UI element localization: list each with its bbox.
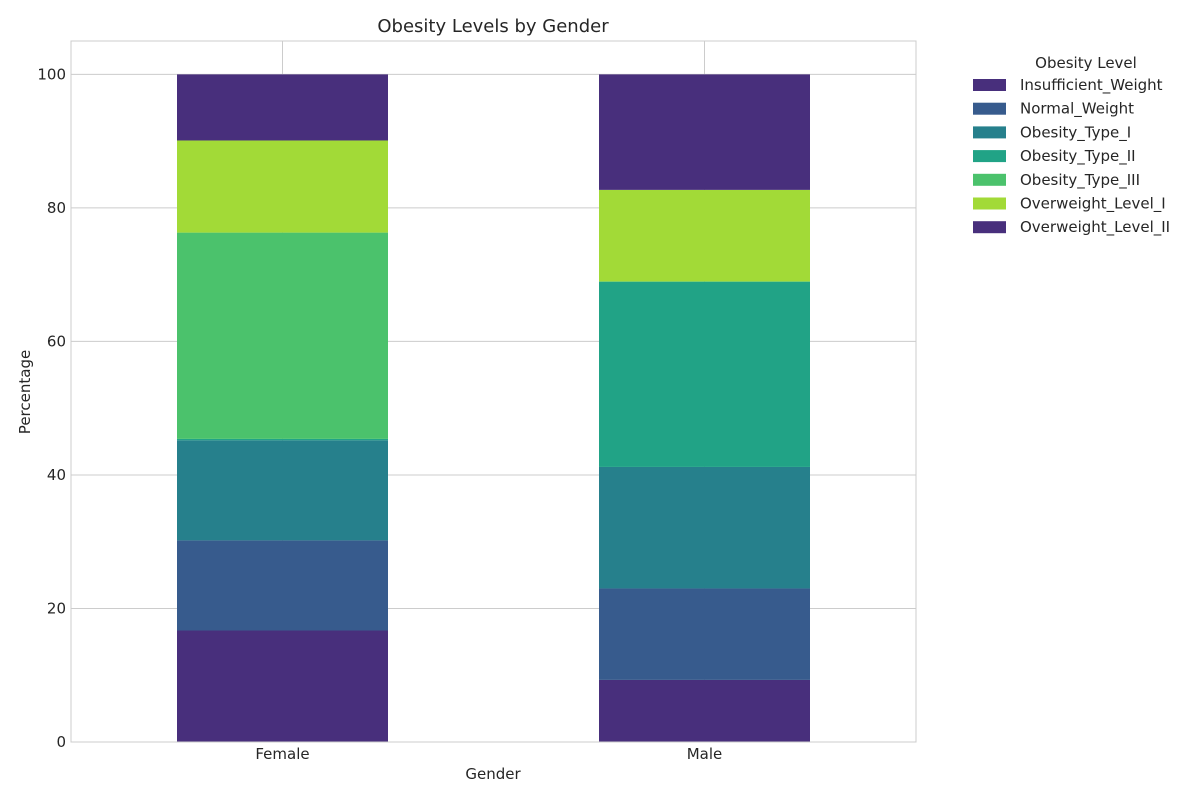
chart-title: Obesity Levels by Gender: [377, 16, 609, 37]
bars: [177, 74, 810, 742]
bar-segment-female-obesity-type-iii: [177, 232, 388, 439]
legend-label-normal-weight: Normal_Weight: [1020, 100, 1134, 119]
x-tick-label-female: Female: [255, 745, 309, 763]
bar-segment-male-overweight-level-ii: [599, 74, 810, 190]
legend-label-obesity-type-i: Obesity_Type_I: [1020, 123, 1131, 142]
legend-swatch-obesity-type-i: [973, 126, 1006, 139]
x-axis-ticks: Female Male: [255, 745, 722, 763]
x-axis-label: Gender: [465, 765, 521, 783]
legend-swatch-overweight-level-i: [973, 197, 1006, 210]
bar-segment-male-insufficient-weight: [599, 679, 810, 742]
bar-segment-female-overweight-level-i: [177, 140, 388, 233]
plot-frame: [70, 40, 917, 743]
bar-segment-male-overweight-level-i: [599, 189, 810, 282]
bar-segment-female-insufficient-weight: [177, 630, 388, 742]
legend-label-obesity-type-ii: Obesity_Type_II: [1020, 147, 1136, 166]
y-tick-label: 0: [56, 733, 66, 751]
x-tick-label-male: Male: [687, 745, 723, 763]
legend-title: Obesity Level: [1035, 54, 1137, 72]
legend-label-overweight-level-ii: Overweight_Level_II: [1020, 218, 1170, 237]
y-tick-label: 40: [47, 466, 66, 484]
bar-segment-female-overweight-level-ii: [177, 74, 388, 141]
legend-swatch-insufficient-weight: [973, 79, 1006, 91]
legend: Obesity Level Insufficient_Weight Normal_…: [973, 54, 1170, 237]
bar-segment-female-obesity-type-ii: [177, 438, 388, 441]
legend-swatch-obesity-type-iii: [973, 173, 1006, 186]
bar-segment-male-obesity-type-ii: [599, 282, 810, 467]
legend-items: Insufficient_Weight Normal_Weight Obesity_…: [973, 76, 1170, 237]
y-axis-label: Percentage: [16, 350, 34, 434]
bar-segment-male-obesity-type-iii: [599, 281, 810, 283]
y-axis-ticks: 0 20 40 60 80 100: [37, 65, 66, 751]
bar-segment-female-normal-weight: [177, 540, 388, 631]
bar-segment-female-obesity-type-i: [177, 440, 388, 541]
y-tick-label: 60: [47, 332, 66, 350]
legend-swatch-normal-weight: [973, 102, 1006, 115]
y-tick-label: 80: [47, 199, 66, 217]
y-tick-label: 100: [37, 65, 66, 83]
bar-segment-male-obesity-type-i: [599, 466, 810, 589]
bar-segment-male-normal-weight: [599, 588, 810, 680]
legend-label-obesity-type-iii: Obesity_Type_III: [1020, 171, 1140, 190]
legend-label-insufficient-weight: Insufficient_Weight: [1020, 76, 1163, 95]
legend-swatch-overweight-level-ii: [973, 221, 1006, 234]
legend-swatch-obesity-type-ii: [973, 150, 1006, 163]
legend-label-overweight-level-i: Overweight_Level_I: [1020, 195, 1166, 214]
y-tick-label: 20: [47, 599, 66, 617]
